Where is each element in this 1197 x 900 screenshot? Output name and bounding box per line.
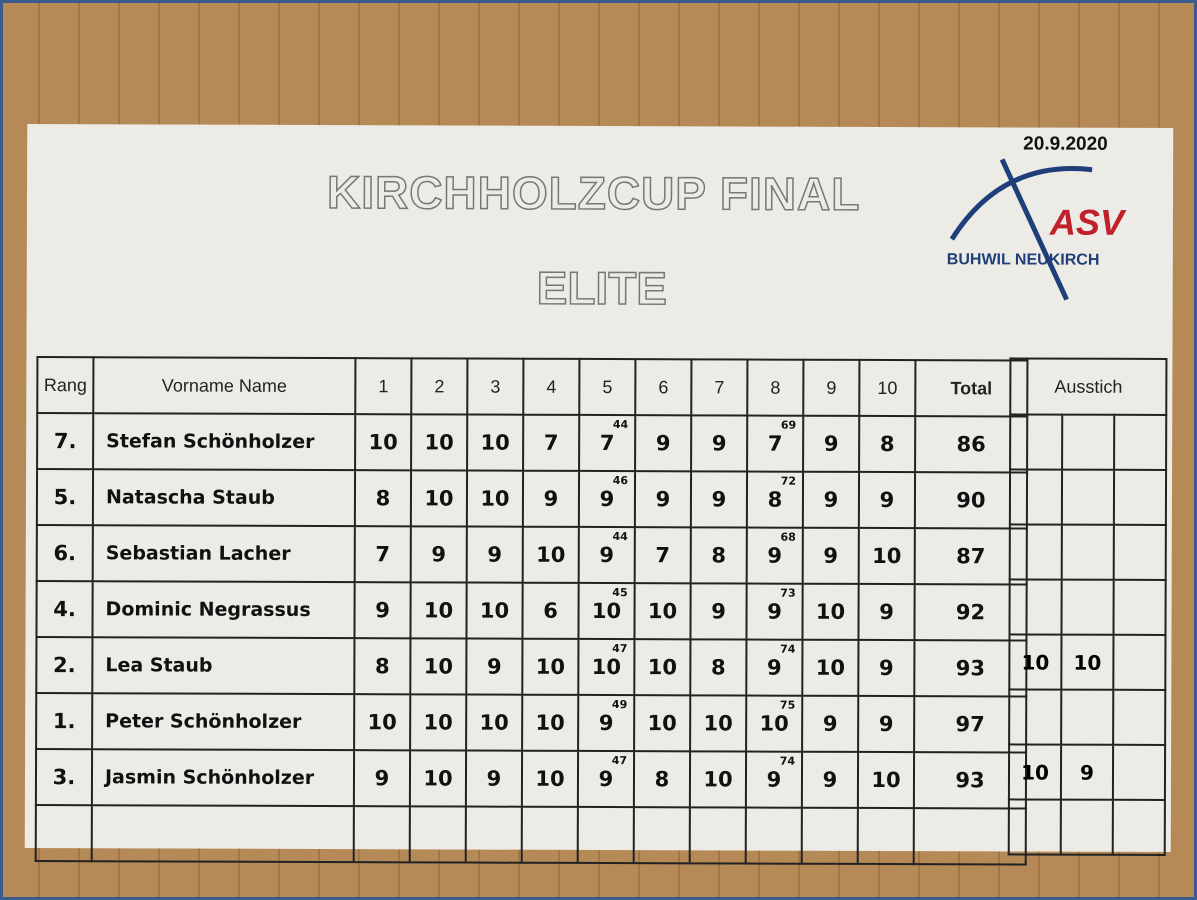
svg-text:BUHWIL NEUKIRCH: BUHWIL NEUKIRCH	[947, 251, 1100, 269]
asv-logo: ASV BUHWIL NEUKIRCH	[947, 158, 1127, 301]
svg-text:ASV: ASV	[1049, 202, 1127, 243]
score-poster: KIRCHHOLZCUP FINAL ELITE 20.9.2020 ASV B…	[24, 124, 1174, 865]
